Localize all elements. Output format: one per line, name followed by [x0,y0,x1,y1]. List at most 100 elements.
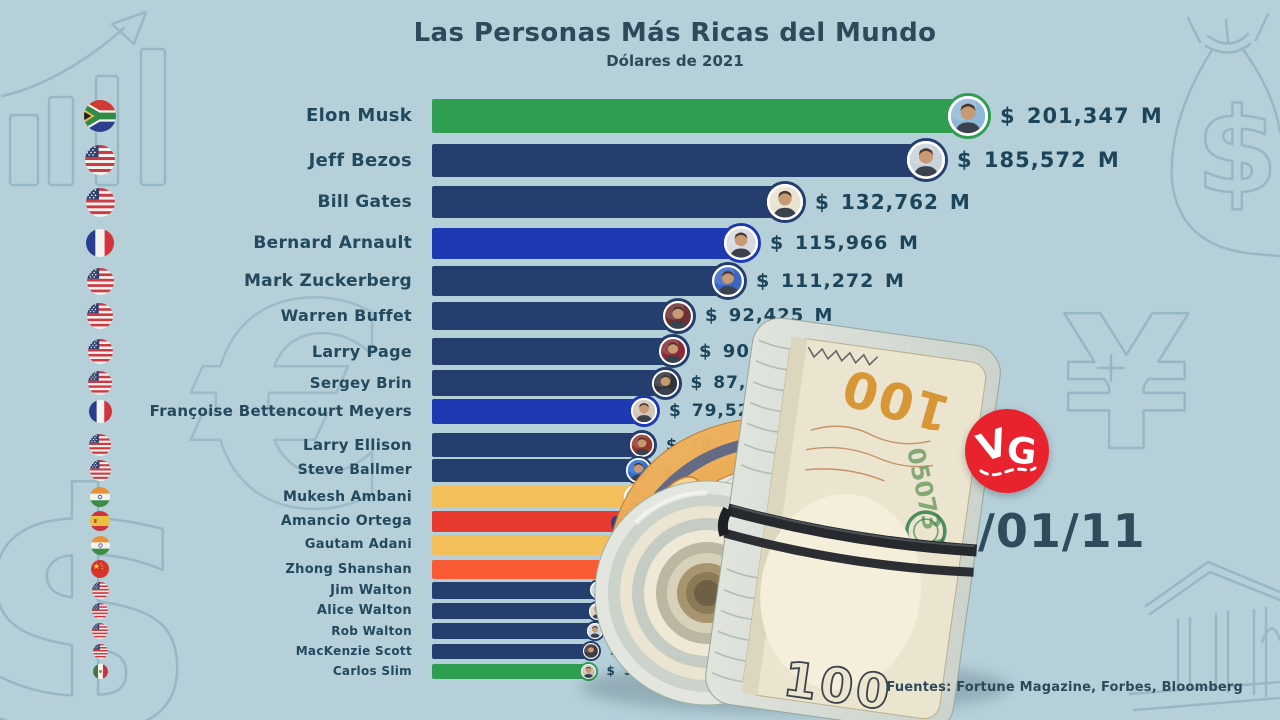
wealth-bar [432,143,926,177]
person-name: Gautam Adani [304,537,412,552]
person-avatar [656,334,690,368]
country-flag-us-icon [92,643,108,659]
person-name: Larry Ellison [303,436,412,454]
person-name: Bill Gates [317,192,412,212]
country-flag-fr-icon [86,229,114,257]
country-flag-us-icon [86,267,114,295]
person-avatar [945,93,991,139]
person-avatar [709,262,747,300]
wealth-value: $ 62,718 M [619,582,717,598]
wealth-value: $ 75,210 M [654,511,764,530]
country-flag-us-icon [92,623,108,639]
wealth-value: $ 61,254 M [614,623,712,638]
country-flag-es-icon [90,511,110,531]
person-name: Sergey Brin [309,374,412,392]
country-flag-us-icon [87,303,113,329]
person-name: Carlos Slim [332,663,412,678]
person-name: Françoise Bettencourt Meyers [149,401,412,420]
wealth-bar [432,486,636,508]
country-flag-in-icon [90,487,110,507]
person-avatar [904,138,948,182]
wealth-bar [432,302,678,330]
wealth-bar [432,398,644,424]
wealth-value: $ 78,942 M [666,435,782,454]
wealth-bar [432,663,588,679]
country-flag-us-icon [87,338,113,364]
wealth-bar [432,99,968,133]
person-name: Jim Walton [330,582,412,598]
person-name: Mark Zuckerberg [243,271,412,291]
chart-header: Las Personas Más Ricas del Mundo Dólares… [355,18,995,70]
wealth-value: $ 79,521 M [669,400,792,421]
person-name: MacKenzie Scott [295,643,412,658]
chart-subtitle: Dólares de 2021 [606,52,744,70]
wealth-value: $ 92,425 M [705,305,834,326]
wealth-value: $ 58,712 M [606,663,698,678]
country-flag-us-icon [85,187,115,217]
person-name: Mukesh Ambani [282,489,412,505]
country-flag-us-icon [92,603,108,619]
vg-logo-dashed-underline [979,466,1037,477]
person-avatar [622,483,650,511]
wealth-bar [432,510,632,532]
chart-title: Las Personas Más Ricas del Mundo [413,18,937,48]
wealth-bar [432,186,785,218]
wealth-bar [432,643,591,659]
person-name: Rob Walton [331,624,412,638]
person-avatar [585,621,605,641]
country-flag-us-icon [91,581,109,599]
person-avatar [609,557,633,581]
vg-logo: V G [965,409,1049,493]
wealth-value: $ 90,556 M [699,340,828,362]
wealth-bar [432,458,638,482]
person-name: Bernard Arnault [253,232,412,253]
wealth-value: $ 77,361 M [661,460,778,480]
person-avatar [611,532,637,558]
person-name: Larry Page [311,341,412,361]
person-avatar [721,223,761,263]
country-flag-us-icon [89,459,111,481]
person-avatar [660,298,696,334]
person-avatar [628,395,660,427]
country-flag-za-icon [84,100,116,132]
wealth-value: $ 132,762 M [815,190,971,214]
wealth-bar [432,266,728,296]
country-flag-fr-icon [88,399,112,423]
person-name: Alice Walton [316,603,412,618]
person-avatar [581,641,601,661]
wealth-bar [432,603,597,619]
wealth-value: $ 76,485 M [659,488,769,506]
wealth-value: $ 72,304 M [645,537,749,553]
wealth-bar [432,623,595,639]
person-avatar [623,455,653,485]
wealth-bar [432,559,621,579]
wealth-value: $ 185,572 M [957,147,1120,172]
country-flag-us-icon [88,371,112,395]
wealth-value: $ 201,347 M [1000,104,1163,128]
wealth-value: $ 61,936 M [616,603,714,618]
person-avatar [619,508,645,534]
wealth-value: $ 111,272 M [756,270,905,292]
wealth-bar [432,433,642,457]
person-name: Amancio Ortega [280,512,412,529]
person-avatar [764,181,806,223]
person-name: Zhong Shanshan [285,561,412,577]
person-avatar [578,661,598,681]
country-flag-us-icon [85,145,115,175]
wealth-value: $ 70,862 M [642,560,746,577]
date-counter: 21/01/11 [912,504,1146,558]
wealth-bar [432,227,741,259]
sources-caption: Fuentes: Fortune Magazine, Forbes, Bloom… [886,680,1243,695]
wealth-bar [432,337,673,365]
person-name: Warren Buffet [280,306,412,325]
country-flag-us-icon [89,434,111,456]
wealth-value: $ 115,966 M [770,231,919,254]
country-flag-in-icon [90,535,110,555]
person-avatar [586,600,608,622]
country-flag-mx-icon [92,663,108,679]
wealth-bar [432,535,624,555]
wealth-bar [432,370,665,396]
vg-logo-letter-g: G [1005,430,1039,474]
